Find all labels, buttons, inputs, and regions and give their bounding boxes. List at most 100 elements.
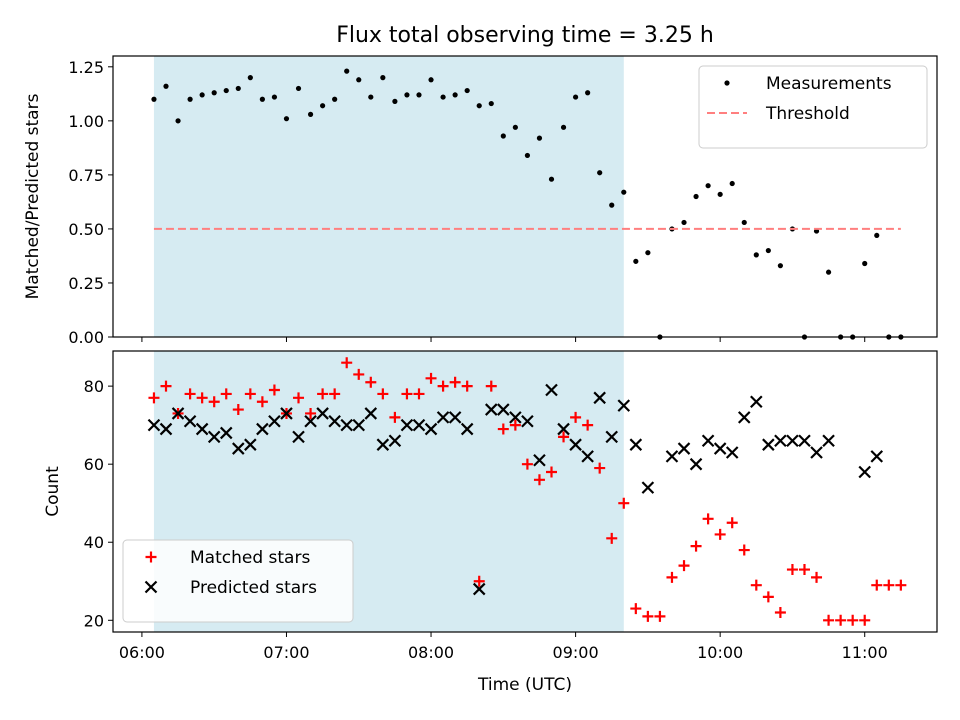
data-point <box>147 418 161 432</box>
data-point <box>425 372 437 384</box>
data-point <box>223 87 229 94</box>
data-point <box>163 83 169 89</box>
y-tick-label: 0.25 <box>68 274 104 293</box>
data-point <box>412 418 426 432</box>
data-point <box>738 544 750 556</box>
top-panel-ratio: 0.00 0.25 0.50 0.75 1.00 1.25 Matched/Predicte… <box>23 55 938 347</box>
data-point <box>353 368 365 380</box>
data-point <box>835 614 847 626</box>
legend: Matched stars Predicted stars <box>122 539 354 623</box>
data-point <box>317 388 329 400</box>
data-point <box>259 96 265 102</box>
x-tick-label: 10:00 <box>697 643 743 662</box>
series-matched-stars <box>148 357 907 626</box>
data-point <box>437 380 449 392</box>
data-point <box>449 376 461 388</box>
data-point <box>320 103 326 109</box>
data-point <box>762 591 774 603</box>
data-point <box>211 90 217 96</box>
data-point <box>352 418 366 432</box>
x-tick-label: 08:00 <box>408 643 454 662</box>
data-point <box>536 135 543 141</box>
data-point <box>305 407 317 419</box>
legend-label: Predicted stars <box>190 578 317 598</box>
y-tick-label: 0.50 <box>68 220 104 239</box>
y-tick-label: 0.75 <box>68 166 104 185</box>
data-point <box>448 411 462 424</box>
data-point <box>825 269 832 275</box>
data-point <box>810 446 823 459</box>
data-point <box>268 414 281 428</box>
data-point <box>569 438 582 451</box>
data-point <box>774 606 786 618</box>
data-point <box>473 575 485 587</box>
data-point <box>332 96 338 102</box>
data-point <box>175 118 181 124</box>
data-point <box>413 388 425 400</box>
data-point <box>183 414 197 428</box>
data-point <box>232 442 245 455</box>
data-point <box>280 407 293 420</box>
data-point <box>774 434 787 448</box>
data-point <box>219 426 233 440</box>
data-point <box>292 430 305 444</box>
data-point <box>195 422 209 436</box>
data-point <box>268 384 280 396</box>
data-point <box>593 391 606 405</box>
data-point <box>497 403 510 416</box>
data-point <box>207 430 221 444</box>
data-point <box>629 438 643 451</box>
data-point <box>256 422 269 436</box>
data-point <box>271 94 278 100</box>
data-point <box>701 434 715 448</box>
data-point <box>484 403 498 416</box>
data-point <box>546 466 558 478</box>
data-point <box>883 579 895 591</box>
data-point <box>798 434 811 448</box>
data-point <box>717 191 723 197</box>
data-point <box>509 411 522 424</box>
data-point <box>630 603 642 615</box>
data-point <box>533 474 545 486</box>
y-axis-label: Count <box>43 466 63 517</box>
data-point <box>858 465 871 479</box>
data-point <box>376 438 390 451</box>
data-point <box>400 418 414 432</box>
data-point <box>368 94 374 100</box>
data-point <box>750 395 763 409</box>
legend-label: Matched stars <box>190 548 310 568</box>
data-point <box>187 96 193 102</box>
data-point <box>605 430 619 444</box>
data-point <box>235 85 241 92</box>
data-point <box>509 419 521 431</box>
bottom-panel-counts: 20 40 60 80 06:00 07:00 08:00 09:00 10:00 11:00 Co… <box>43 350 938 662</box>
data-point <box>585 90 591 96</box>
data-point <box>304 414 317 428</box>
data-point <box>344 68 350 74</box>
data-point <box>777 263 783 269</box>
data-point <box>753 252 759 258</box>
data-point <box>199 92 205 98</box>
data-point <box>500 133 506 139</box>
data-point <box>521 414 534 428</box>
data-point <box>677 442 691 455</box>
data-point <box>714 528 726 540</box>
legend-marker <box>144 580 158 594</box>
data-point <box>690 540 702 552</box>
data-point <box>365 376 377 388</box>
data-point <box>581 450 594 463</box>
data-point <box>681 219 687 226</box>
data-point <box>512 124 518 130</box>
data-point <box>654 610 666 622</box>
data-point <box>762 438 775 451</box>
x-tick-label: 07:00 <box>263 643 309 662</box>
y-tick-label: 80 <box>84 377 104 396</box>
data-point <box>388 434 402 448</box>
data-point <box>247 75 253 81</box>
data-point <box>606 532 618 544</box>
data-point <box>609 202 615 208</box>
data-point <box>545 383 558 397</box>
y-tick-label: 1.00 <box>68 112 104 131</box>
data-point <box>283 116 290 122</box>
data-point <box>560 124 567 130</box>
